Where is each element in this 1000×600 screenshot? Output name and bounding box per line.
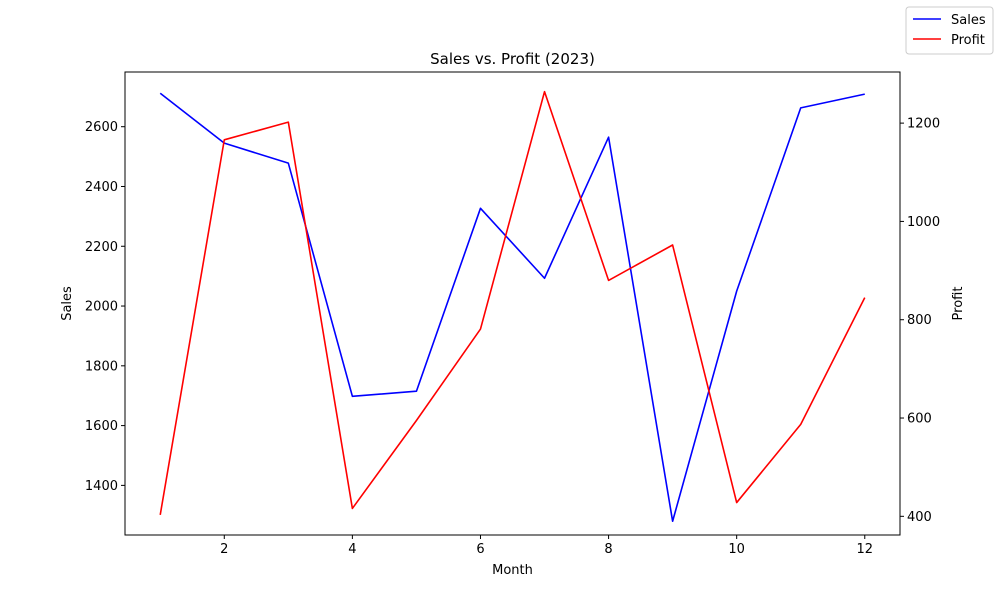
left-y-axis-label: Sales (60, 286, 75, 321)
x-tick-label: 12 (856, 542, 873, 557)
legend-label-sales: Sales (951, 13, 986, 28)
ticks-layer: 2 4 6 8 10 12 1400 1600 1800 2000 2200 2400 2600 400 6… (85, 117, 940, 557)
right-y-tick-label: 800 (907, 313, 932, 328)
x-tick-label: 6 (476, 542, 484, 557)
left-y-tick-label: 1800 (85, 359, 118, 374)
x-axis-label: Month (492, 563, 533, 578)
right-y-tick-label: 600 (907, 412, 932, 427)
x-tick-label: 8 (604, 542, 612, 557)
plot-frame (124, 71, 901, 536)
left-y-tick-label: 2200 (85, 240, 118, 255)
right-y-tick-label: 1200 (907, 117, 940, 132)
chart-title: Sales vs. Profit (2023) (430, 50, 595, 68)
left-y-tick-label: 2400 (85, 180, 118, 195)
right-y-axis-label: Profit (951, 287, 966, 321)
right-y-tick-label: 1000 (907, 215, 940, 230)
right-y-tick-label: 400 (907, 510, 932, 525)
series-line-profit (159, 90, 866, 515)
x-tick-label: 4 (348, 542, 356, 557)
series-line-sales (159, 92, 865, 523)
left-y-tick-label: 2600 (85, 120, 118, 135)
x-tick-label: 10 (728, 542, 745, 557)
left-y-tick-label: 2000 (85, 300, 118, 315)
plot-layer (159, 90, 866, 523)
left-y-tick-label: 1600 (85, 419, 118, 434)
left-y-tick-label: 1400 (85, 479, 118, 494)
legend: Sales Profit (905, 6, 994, 55)
legend-label-profit: Profit (951, 33, 985, 48)
x-tick-label: 2 (220, 542, 228, 557)
